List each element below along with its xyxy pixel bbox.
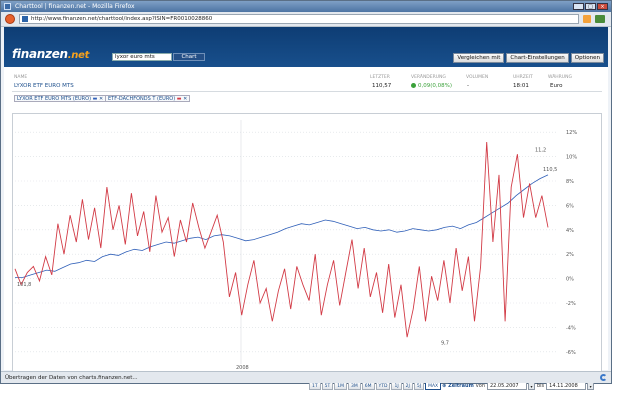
from-date-dropdown-icon[interactable]: ▾ <box>527 382 535 390</box>
low-value-label: 9,7 <box>441 340 449 346</box>
y-tick-label: -4% <box>566 325 576 331</box>
range-button-1j[interactable]: 1J <box>391 382 402 390</box>
browser-window: Charttool | finanzen.net - Mozilla Firef… <box>0 0 612 390</box>
y-tick-label: 4% <box>566 228 574 234</box>
price-chart[interactable]: 12% 10% 8% 6% 4% 2% 0% -2% -4% -6% 2008 101,8 11,2 11… <box>13 114 601 371</box>
x-axis-label: 2008 <box>236 365 249 371</box>
maximize-button[interactable]: □ <box>585 3 596 10</box>
y-tick-label: 0% <box>566 277 574 283</box>
favicon-icon <box>22 16 28 22</box>
instrument-name[interactable]: LYXOR ETF EURO MTS <box>14 83 74 89</box>
search-engine-icon[interactable] <box>595 15 605 23</box>
series-line-dachfonds <box>14 141 549 338</box>
url-text: http://www.finanzen.net/charttool/index.… <box>31 16 213 22</box>
rss-icon[interactable] <box>583 15 591 23</box>
window-title: Charttool | finanzen.net - Mozilla Firef… <box>15 3 135 10</box>
volume-value: - <box>467 83 469 89</box>
y-tick-label: -2% <box>566 301 576 307</box>
range-button-max[interactable]: MAX <box>425 382 442 390</box>
zeitraum-label: ⊕ Zeitraum <box>442 383 474 389</box>
col-name-header: NAME <box>14 75 28 80</box>
site-logo[interactable]: finanzen.net <box>12 47 90 61</box>
loading-icon <box>600 374 607 381</box>
range-controls: 1T 5T 1M 3M 6M YTD 1J 2J 5J MAX ⊕ Zeitraum von 22… <box>309 382 595 390</box>
range-button-1t[interactable]: 1T <box>309 382 321 390</box>
site-header: finanzen.net lyxor euro mts Chart Vergle… <box>4 27 608 67</box>
minimize-button[interactable]: _ <box>573 3 584 10</box>
to-date-dropdown-icon[interactable]: ▾ <box>587 382 595 390</box>
last-price: 110,57 <box>372 83 392 89</box>
to-label: bis <box>536 383 545 389</box>
from-date-input[interactable]: 22.05.2007 <box>486 382 527 390</box>
col-currency-header: WÄHRUNG <box>548 75 572 80</box>
col-time-header: UHRZEIT <box>513 75 533 80</box>
range-button-2j[interactable]: 2J <box>402 382 413 390</box>
up-arrow-icon <box>411 83 416 88</box>
range-button-ytd[interactable]: YTD <box>375 382 391 390</box>
price-change: 0,09(0,08%) <box>411 83 452 89</box>
series-line-lyxor <box>15 174 549 278</box>
range-button-1m[interactable]: 1M <box>334 382 347 390</box>
end-value-label: 110,5 <box>543 167 557 173</box>
options-button[interactable]: Optionen <box>570 53 604 63</box>
navigation-bar: http://www.finanzen.net/charttool/index.… <box>1 12 611 27</box>
divider <box>12 91 602 92</box>
status-bar: Übertragen der Daten von charts.finanzen… <box>1 371 611 383</box>
y-tick-label: 8% <box>566 179 574 185</box>
time-value: 18:01 <box>513 83 529 89</box>
high-value-label: 11,2 <box>535 148 546 154</box>
series-tag-lyxor[interactable]: LYXOR ETF EURO MTS (EURO) ▬ ✕ <box>14 95 107 102</box>
y-tick-label: 10% <box>566 155 577 161</box>
col-volume-header: VOLUMEN <box>466 75 489 80</box>
address-bar[interactable]: http://www.finanzen.net/charttool/index.… <box>19 14 579 24</box>
chart-settings-button[interactable]: Chart-Einstellungen <box>506 53 569 63</box>
range-button-6m[interactable]: 6M <box>361 382 375 390</box>
window-icon <box>4 3 11 10</box>
chart-search-button[interactable]: Chart <box>173 53 205 61</box>
range-button-5t[interactable]: 5T <box>321 382 334 390</box>
title-bar: Charttool | finanzen.net - Mozilla Firef… <box>1 1 611 12</box>
search-input[interactable]: lyxor euro mts <box>112 53 172 61</box>
currency-value: Euro <box>550 83 563 89</box>
range-button-5j[interactable]: 5J <box>413 382 425 390</box>
from-label: von <box>475 383 485 389</box>
y-tick-label: 6% <box>566 203 574 209</box>
to-date-input[interactable]: 14.11.2008 <box>546 382 587 390</box>
col-change-header: VERÄNDERUNG <box>411 75 446 80</box>
chart-area[interactable]: 12% 10% 8% 6% 4% 2% 0% -2% -4% -6% 2008 101,8 11,2 11… <box>12 113 602 372</box>
status-text: Übertragen der Daten von charts.finanzen… <box>5 375 138 381</box>
back-button[interactable] <box>5 14 15 24</box>
close-button[interactable]: × <box>597 3 608 10</box>
col-last-header: LETZTER <box>370 75 390 80</box>
series-tag-dachfonds[interactable]: ETF-DACHFONDS T (EURO) ▬ ✕ <box>105 95 191 102</box>
compare-button[interactable]: Vergleichen mit <box>453 53 505 63</box>
start-value-label: 101,8 <box>17 282 31 288</box>
page-content: finanzen.net lyxor euro mts Chart Vergle… <box>4 27 608 390</box>
range-button-3m[interactable]: 3M <box>348 382 361 390</box>
y-tick-label: 12% <box>566 130 577 136</box>
y-tick-label: 2% <box>566 252 574 258</box>
y-tick-label: -6% <box>566 350 576 356</box>
